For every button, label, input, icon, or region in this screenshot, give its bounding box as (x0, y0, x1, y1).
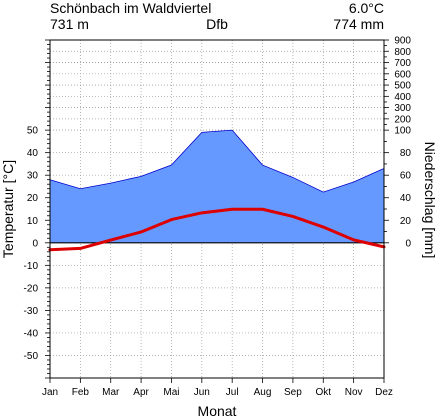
x-tick-label: Apr (133, 387, 149, 398)
axis-ticks (45, 39, 389, 383)
x-tick-label: Nov (345, 387, 363, 398)
x-tick-label: Mai (163, 387, 179, 398)
y-tick-label-left: -20 (24, 283, 39, 294)
x-tick-label: Okt (315, 387, 331, 398)
y-tick-label-right: 800 (394, 47, 411, 58)
y-tick-label-right: 500 (394, 81, 411, 92)
climate-class: Dfb (206, 16, 228, 32)
y-tick-label-right: 100 (394, 126, 411, 137)
precipitation-area (50, 130, 384, 243)
y-tick-label-right: 300 (394, 103, 411, 114)
y-tick-label-left: -10 (24, 261, 39, 272)
annual-precip: 774 mm (333, 16, 384, 32)
y-axis-right-title: Niederschlag [mm] (422, 142, 438, 259)
x-tick-label: Jan (42, 387, 58, 398)
y-tick-label-right: 600 (394, 69, 411, 80)
x-tick-label: Mar (102, 387, 120, 398)
y-tick-label-left: 0 (32, 238, 38, 249)
y-tick-label-right: 80 (400, 148, 412, 159)
y-tick-label-left: 50 (27, 126, 39, 137)
y-tick-label-left: 40 (27, 148, 39, 159)
y-tick-label-right: 0 (405, 238, 411, 249)
elevation-label: 731 m (50, 16, 89, 32)
y-tick-label-left: 30 (27, 171, 39, 182)
x-tick-label: Jun (194, 387, 210, 398)
y-tick-label-right: 900 (394, 36, 411, 47)
y-tick-label-right: 700 (394, 58, 411, 69)
y-tick-label-right: 200 (394, 114, 411, 125)
y-tick-label-left: 20 (27, 193, 39, 204)
x-tick-label: Sep (284, 387, 302, 398)
y-tick-label-left: -30 (24, 306, 39, 317)
x-tick-label: Jul (226, 387, 239, 398)
y-tick-label-right: 400 (394, 92, 411, 103)
precipitation-line (49, 129, 385, 193)
x-tick-label: Aug (254, 387, 272, 398)
y-tick-label-left: 10 (27, 216, 39, 227)
y-tick-label-left: -50 (24, 351, 39, 362)
y-axis-left-title: Temperatur [°C] (0, 160, 16, 258)
temperature-line (48, 207, 386, 252)
y-tick-label-right: 60 (400, 171, 412, 182)
x-axis-title: Monat (198, 403, 237, 418)
y-tick-label-right: 20 (400, 216, 412, 227)
station-name: Schönbach im Waldviertel (50, 0, 211, 16)
y-tick-label-right: 40 (400, 193, 412, 204)
x-tick-label: Dez (375, 387, 393, 398)
annual-mean-temp: 6.0°C (349, 0, 384, 16)
y-tick-label-left: -40 (24, 328, 39, 339)
x-tick-label: Feb (72, 387, 90, 398)
tick-labels: 50403020100-10-20-30-40-5090080070060050… (24, 36, 412, 399)
